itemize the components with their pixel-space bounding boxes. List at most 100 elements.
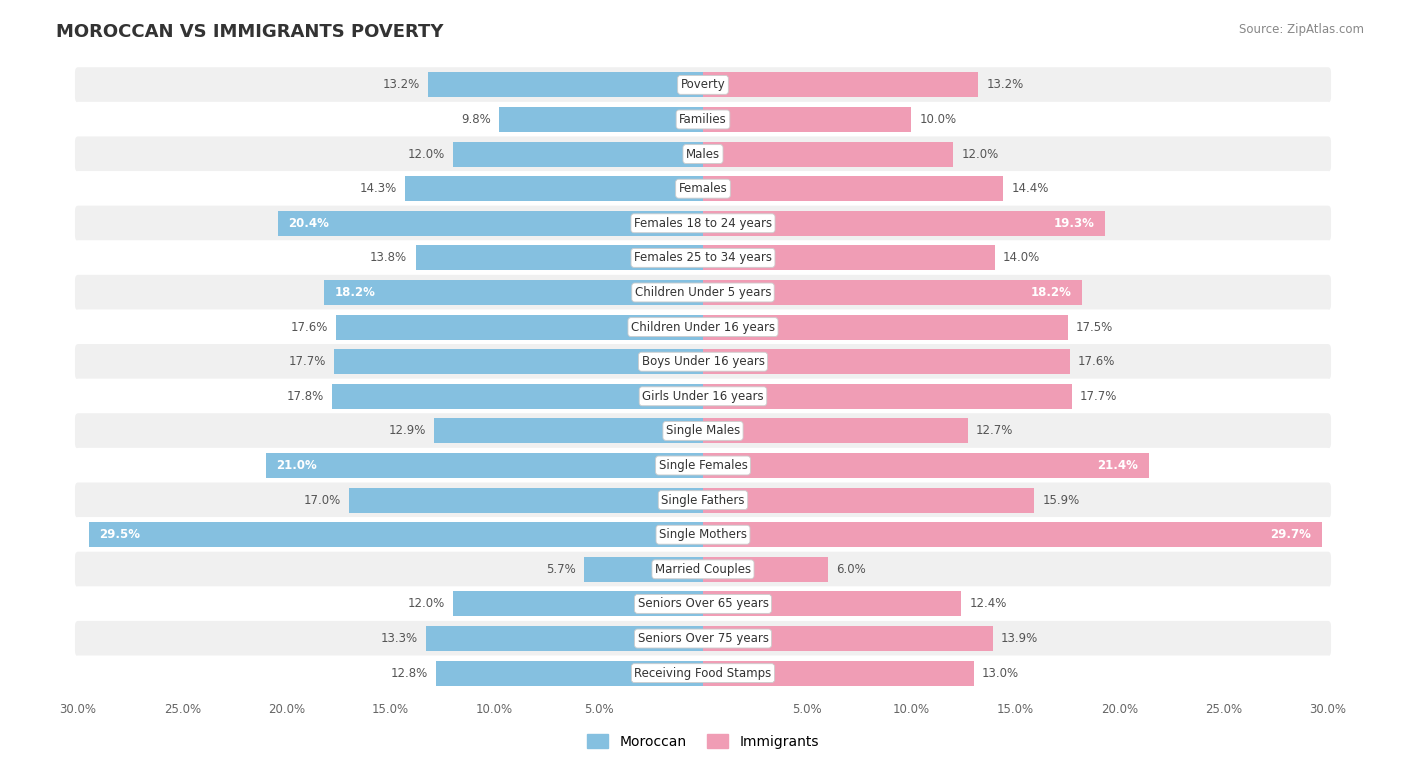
Text: 17.7%: 17.7% xyxy=(1080,390,1118,402)
Text: 17.6%: 17.6% xyxy=(1078,356,1115,368)
Text: Boys Under 16 years: Boys Under 16 years xyxy=(641,356,765,368)
FancyBboxPatch shape xyxy=(75,483,1331,518)
Bar xyxy=(703,280,1083,305)
Bar xyxy=(336,315,703,340)
Text: Receiving Food Stamps: Receiving Food Stamps xyxy=(634,666,772,680)
Bar xyxy=(426,626,703,651)
Text: 21.0%: 21.0% xyxy=(276,459,316,472)
Bar xyxy=(453,591,703,616)
Bar xyxy=(703,142,953,167)
Text: Source: ZipAtlas.com: Source: ZipAtlas.com xyxy=(1239,23,1364,36)
Text: 17.5%: 17.5% xyxy=(1076,321,1114,334)
Bar xyxy=(434,418,703,443)
Text: Males: Males xyxy=(686,148,720,161)
Text: 20.4%: 20.4% xyxy=(288,217,329,230)
Text: 29.5%: 29.5% xyxy=(98,528,141,541)
Text: Children Under 16 years: Children Under 16 years xyxy=(631,321,775,334)
Text: 17.0%: 17.0% xyxy=(304,493,340,506)
Text: 13.3%: 13.3% xyxy=(381,632,418,645)
FancyBboxPatch shape xyxy=(75,240,1331,275)
Bar xyxy=(703,626,993,651)
Bar xyxy=(703,418,967,443)
Text: 21.4%: 21.4% xyxy=(1098,459,1139,472)
FancyBboxPatch shape xyxy=(75,205,1331,241)
Text: 12.8%: 12.8% xyxy=(391,666,427,680)
Bar xyxy=(278,211,703,236)
Text: Married Couples: Married Couples xyxy=(655,563,751,576)
Text: 14.3%: 14.3% xyxy=(360,182,396,195)
Text: Single Females: Single Females xyxy=(658,459,748,472)
FancyBboxPatch shape xyxy=(75,171,1331,206)
Bar xyxy=(703,522,1322,547)
Text: 12.4%: 12.4% xyxy=(970,597,1007,610)
Bar xyxy=(703,487,1035,512)
Bar xyxy=(703,246,994,271)
Text: Children Under 5 years: Children Under 5 years xyxy=(634,286,772,299)
FancyBboxPatch shape xyxy=(75,448,1331,483)
Text: 10.0%: 10.0% xyxy=(920,113,956,126)
Bar xyxy=(703,349,1070,374)
Text: Single Fathers: Single Fathers xyxy=(661,493,745,506)
Bar xyxy=(585,557,703,582)
Text: 13.2%: 13.2% xyxy=(382,78,420,92)
Text: 12.0%: 12.0% xyxy=(962,148,998,161)
Text: 12.0%: 12.0% xyxy=(408,597,444,610)
Text: 12.0%: 12.0% xyxy=(408,148,444,161)
FancyBboxPatch shape xyxy=(75,344,1331,379)
FancyBboxPatch shape xyxy=(75,67,1331,102)
Text: 18.2%: 18.2% xyxy=(1031,286,1071,299)
Bar xyxy=(703,315,1067,340)
Text: 15.9%: 15.9% xyxy=(1042,493,1080,506)
Text: Single Males: Single Males xyxy=(666,424,740,437)
Bar xyxy=(349,487,703,512)
Text: 6.0%: 6.0% xyxy=(837,563,866,576)
FancyBboxPatch shape xyxy=(75,102,1331,137)
Text: Seniors Over 65 years: Seniors Over 65 years xyxy=(637,597,769,610)
FancyBboxPatch shape xyxy=(75,413,1331,449)
Text: 29.7%: 29.7% xyxy=(1271,528,1312,541)
Bar xyxy=(703,591,962,616)
Legend: Moroccan, Immigrants: Moroccan, Immigrants xyxy=(582,728,824,754)
Text: 13.0%: 13.0% xyxy=(983,666,1019,680)
Text: MOROCCAN VS IMMIGRANTS POVERTY: MOROCCAN VS IMMIGRANTS POVERTY xyxy=(56,23,444,41)
FancyBboxPatch shape xyxy=(75,275,1331,310)
Bar xyxy=(703,384,1071,409)
Bar xyxy=(436,661,703,685)
Text: 13.9%: 13.9% xyxy=(1001,632,1038,645)
Bar xyxy=(332,384,703,409)
Text: Seniors Over 75 years: Seniors Over 75 years xyxy=(637,632,769,645)
Bar xyxy=(266,453,703,478)
Bar xyxy=(703,661,974,685)
Bar xyxy=(416,246,703,271)
FancyBboxPatch shape xyxy=(75,552,1331,587)
Bar xyxy=(323,280,703,305)
Text: Poverty: Poverty xyxy=(681,78,725,92)
Text: 17.8%: 17.8% xyxy=(287,390,323,402)
FancyBboxPatch shape xyxy=(75,586,1331,622)
Bar xyxy=(453,142,703,167)
Text: Single Mothers: Single Mothers xyxy=(659,528,747,541)
Bar xyxy=(335,349,703,374)
Text: 9.8%: 9.8% xyxy=(461,113,491,126)
Text: Females 25 to 34 years: Females 25 to 34 years xyxy=(634,252,772,265)
Text: 12.7%: 12.7% xyxy=(976,424,1014,437)
Bar xyxy=(405,176,703,201)
Text: 17.7%: 17.7% xyxy=(288,356,326,368)
Text: 14.0%: 14.0% xyxy=(1002,252,1040,265)
FancyBboxPatch shape xyxy=(75,309,1331,345)
Text: Girls Under 16 years: Girls Under 16 years xyxy=(643,390,763,402)
Bar xyxy=(703,73,979,97)
FancyBboxPatch shape xyxy=(75,517,1331,553)
Text: 14.4%: 14.4% xyxy=(1011,182,1049,195)
Text: Families: Families xyxy=(679,113,727,126)
Text: Females: Females xyxy=(679,182,727,195)
Bar xyxy=(427,73,703,97)
Text: 5.7%: 5.7% xyxy=(546,563,576,576)
Text: 18.2%: 18.2% xyxy=(335,286,375,299)
Bar xyxy=(703,453,1149,478)
Text: Females 18 to 24 years: Females 18 to 24 years xyxy=(634,217,772,230)
Text: 12.9%: 12.9% xyxy=(388,424,426,437)
FancyBboxPatch shape xyxy=(75,656,1331,691)
Bar xyxy=(89,522,703,547)
Bar xyxy=(703,211,1105,236)
